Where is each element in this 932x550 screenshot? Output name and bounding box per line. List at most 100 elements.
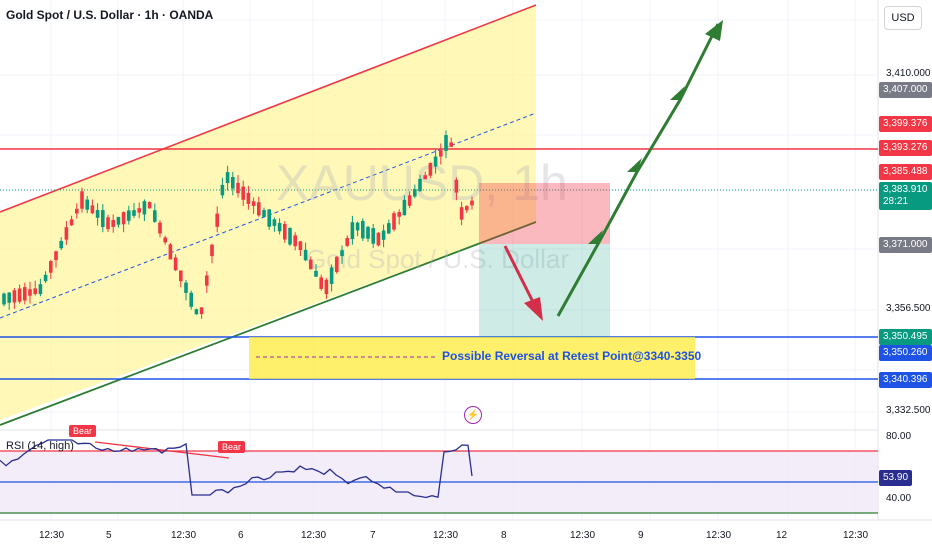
candle	[283, 223, 287, 240]
candle	[433, 156, 438, 167]
candle	[95, 210, 100, 218]
candle	[361, 220, 365, 239]
candle	[470, 200, 474, 206]
lightning-icon[interactable]: ⚡	[464, 406, 482, 424]
candle	[205, 275, 209, 286]
price-tag-value: 3,393.276	[883, 142, 928, 153]
candle	[418, 178, 422, 192]
candle	[251, 201, 256, 206]
drop-arrow-line	[503, 245, 536, 305]
candle	[449, 142, 453, 147]
time-tick: 12:30	[433, 530, 459, 541]
price-tag: 3,340.396	[879, 372, 932, 388]
candle	[210, 244, 214, 257]
candle	[153, 210, 157, 222]
candle	[324, 279, 329, 295]
rsi-label[interactable]: RSI (14, high)	[6, 440, 74, 452]
time-tick: 12:30	[39, 530, 65, 541]
candle	[236, 182, 240, 194]
time-tick: 12:30	[301, 530, 327, 541]
candle	[158, 222, 162, 234]
candle	[33, 288, 37, 295]
candle	[64, 227, 69, 240]
candle	[184, 282, 188, 293]
candle	[288, 227, 292, 245]
candle	[272, 219, 277, 226]
time-tick: 7	[370, 530, 376, 541]
candle	[376, 232, 381, 246]
price-tag: 3,385.488	[879, 164, 932, 180]
reversal-note[interactable]: Possible Reversal at Retest Point@3340-3…	[442, 349, 702, 363]
candle	[381, 230, 386, 240]
rsi-current-tag: 53.90	[879, 470, 913, 486]
time-tick: 6	[238, 530, 244, 541]
candle	[43, 274, 48, 282]
time-tick: 12	[776, 530, 788, 541]
bar-countdown: 28:21	[883, 196, 909, 207]
candle	[355, 222, 360, 231]
currency-button[interactable]: USD	[884, 6, 922, 30]
candle	[85, 199, 89, 210]
price-tag: 3,350.260	[879, 345, 932, 361]
candle	[121, 212, 126, 225]
time-tick: 12:30	[171, 530, 197, 541]
candle	[23, 287, 27, 301]
candle	[2, 293, 6, 305]
price-tick: 3,332.500	[886, 405, 931, 416]
candle	[335, 256, 339, 273]
candle	[75, 208, 79, 214]
rsi-divergence-line	[94, 441, 230, 459]
candle	[7, 292, 11, 303]
price-tag-value: 3,383.910	[883, 184, 928, 195]
channel-bottom-line	[0, 221, 537, 426]
channel-top-line	[0, 4, 537, 213]
candle	[402, 199, 407, 216]
candle	[90, 205, 95, 214]
rsi-bear-label: Bear	[69, 425, 97, 437]
candle	[231, 176, 235, 189]
candle	[220, 184, 225, 196]
price-tag-value: 3,350.260	[883, 347, 928, 358]
candle	[345, 237, 349, 246]
time-tick: 5	[106, 530, 112, 541]
price-tag-value: 3,399.376	[883, 118, 928, 129]
price-tag: 3,407.000	[879, 82, 932, 98]
candle	[111, 219, 115, 227]
candle	[101, 210, 105, 228]
price-tag: 3,393.276	[879, 140, 932, 156]
candle	[459, 207, 464, 220]
candle	[194, 309, 199, 315]
candle	[69, 219, 74, 226]
candle	[215, 213, 219, 227]
candle	[387, 223, 391, 234]
reversal-zone-box	[249, 337, 695, 379]
candle	[28, 289, 32, 296]
time-tick: 8	[501, 530, 507, 541]
position-stop-zone	[479, 183, 610, 244]
candle	[439, 150, 443, 157]
candle	[199, 307, 204, 315]
price-tag-value: 3,350.495	[883, 331, 928, 342]
candle	[241, 186, 245, 200]
drop-arrowhead	[524, 297, 543, 321]
candle	[137, 208, 141, 213]
candle	[59, 240, 63, 249]
rsi-tick: 80.00	[886, 431, 912, 442]
price-tick: 3,356.500	[886, 303, 931, 314]
price-tag: 3,350.495	[879, 329, 932, 345]
candle	[392, 213, 396, 230]
candle	[454, 179, 459, 193]
candle	[329, 267, 334, 284]
candle	[277, 223, 282, 232]
time-tick: 12:30	[843, 530, 869, 541]
time-tick: 12:30	[706, 530, 732, 541]
price-tag: 3,383.910 28:21	[879, 182, 932, 210]
candle	[423, 175, 427, 180]
candle	[225, 172, 230, 184]
price-tag: 3,399.376	[879, 116, 932, 132]
candle	[314, 270, 318, 277]
candle	[49, 261, 53, 273]
candle	[189, 292, 193, 307]
rsi-line	[0, 439, 473, 499]
